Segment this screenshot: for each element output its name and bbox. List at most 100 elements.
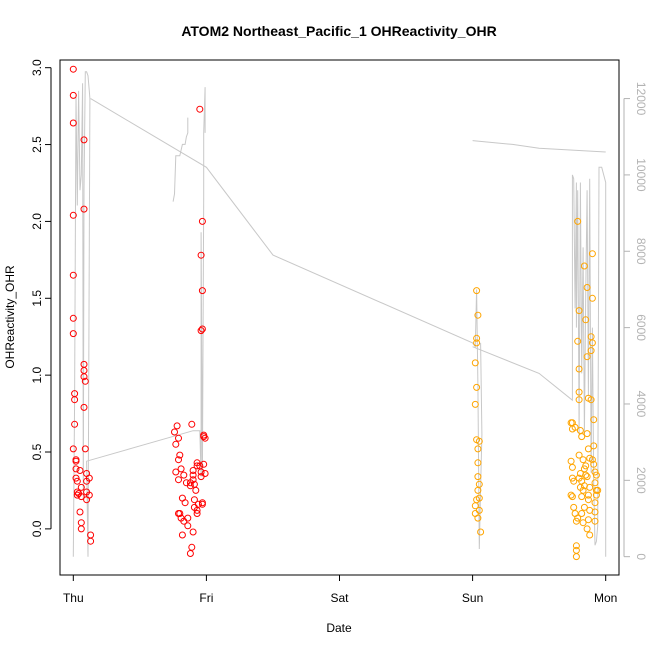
y2-tick-label: 12000 <box>634 82 648 116</box>
data-point <box>76 467 84 474</box>
data-point <box>198 217 206 225</box>
data-point <box>71 420 79 428</box>
y2-tick-label: 6000 <box>634 314 648 341</box>
data-point <box>578 510 586 517</box>
data-point <box>193 510 201 517</box>
data-point <box>586 531 594 539</box>
data-point <box>583 473 591 481</box>
data-point <box>72 465 80 473</box>
data-point <box>570 477 578 485</box>
x-tick-label: Sat <box>330 591 349 605</box>
y2-tick-label: 2000 <box>634 467 648 494</box>
secondary-line-segment <box>72 71 206 557</box>
data-point <box>473 287 481 295</box>
plot-layer: 0.0 0.5 1.0 1.5 2.0 2.5 3.0 0 2000 4000 6000 8000 10… <box>30 59 648 605</box>
y-tick-label: 0.5 <box>30 443 44 460</box>
data-point <box>474 445 482 453</box>
data-point <box>588 339 596 347</box>
data-point <box>574 514 582 522</box>
data-point <box>575 474 583 482</box>
x-tick-label: Fri <box>199 591 213 605</box>
data-point <box>583 284 591 291</box>
x-tick-label: Thu <box>63 591 84 605</box>
data-point <box>197 468 205 476</box>
data-point <box>572 553 580 561</box>
data-point <box>568 463 576 471</box>
data-point <box>587 396 595 404</box>
data-point <box>473 383 481 391</box>
y-tick-label: 3.0 <box>30 59 44 76</box>
data-point <box>568 474 576 482</box>
y-tick-label: 0.0 <box>30 520 44 537</box>
data-point <box>473 334 481 342</box>
data-point <box>189 476 197 484</box>
data-point <box>175 434 182 442</box>
data-point <box>580 503 588 511</box>
data-point <box>575 365 583 373</box>
data-point <box>591 499 599 507</box>
data-point <box>574 337 582 345</box>
data-point <box>80 205 88 213</box>
data-point <box>80 403 88 411</box>
data-point <box>571 423 579 431</box>
data-point <box>197 251 205 259</box>
data-point <box>588 250 596 258</box>
secondary-line-segment <box>172 117 189 202</box>
data-point <box>73 477 81 485</box>
data-point <box>171 428 178 436</box>
data-point <box>576 483 584 491</box>
data-point <box>590 416 598 424</box>
data-point <box>591 508 599 516</box>
data-point <box>580 262 588 270</box>
data-point <box>175 456 182 464</box>
data-point <box>172 468 180 476</box>
data-point <box>197 327 205 335</box>
data-point <box>69 119 77 127</box>
data-point <box>578 433 586 441</box>
data-point <box>586 454 594 462</box>
data-point <box>85 491 93 499</box>
data-point <box>575 396 583 404</box>
data-point <box>475 437 483 445</box>
data-point <box>200 460 208 468</box>
data-point <box>178 531 186 539</box>
data-point <box>81 445 89 453</box>
data-point <box>76 508 84 516</box>
data-point <box>77 525 85 533</box>
data-point <box>567 491 575 499</box>
data-point <box>471 400 479 408</box>
data-point <box>186 482 194 490</box>
data-point <box>473 339 481 347</box>
data-point <box>591 479 599 487</box>
data-point <box>69 211 77 219</box>
data-point <box>592 491 600 499</box>
data-point <box>584 516 592 524</box>
data-point <box>189 471 197 479</box>
data-point <box>201 470 209 477</box>
data-point <box>572 542 580 550</box>
data-point <box>477 528 485 536</box>
y2-tick-label: 4000 <box>634 391 648 418</box>
data-point <box>80 373 88 381</box>
data-point <box>190 496 198 504</box>
data-point <box>474 311 482 319</box>
data-point <box>198 325 206 333</box>
data-point <box>69 330 77 338</box>
data-point <box>592 471 600 479</box>
data-point <box>578 493 586 501</box>
data-point <box>568 493 576 501</box>
data-point <box>69 445 77 453</box>
data-point <box>188 420 196 428</box>
data-point <box>583 430 591 438</box>
data-point <box>184 522 192 530</box>
data-point <box>77 483 85 491</box>
data-point <box>575 388 583 396</box>
data-point <box>579 456 587 464</box>
data-point <box>189 528 197 536</box>
data-point <box>69 271 77 279</box>
data-point <box>73 488 81 496</box>
data-point <box>173 422 181 430</box>
data-point <box>575 307 583 315</box>
